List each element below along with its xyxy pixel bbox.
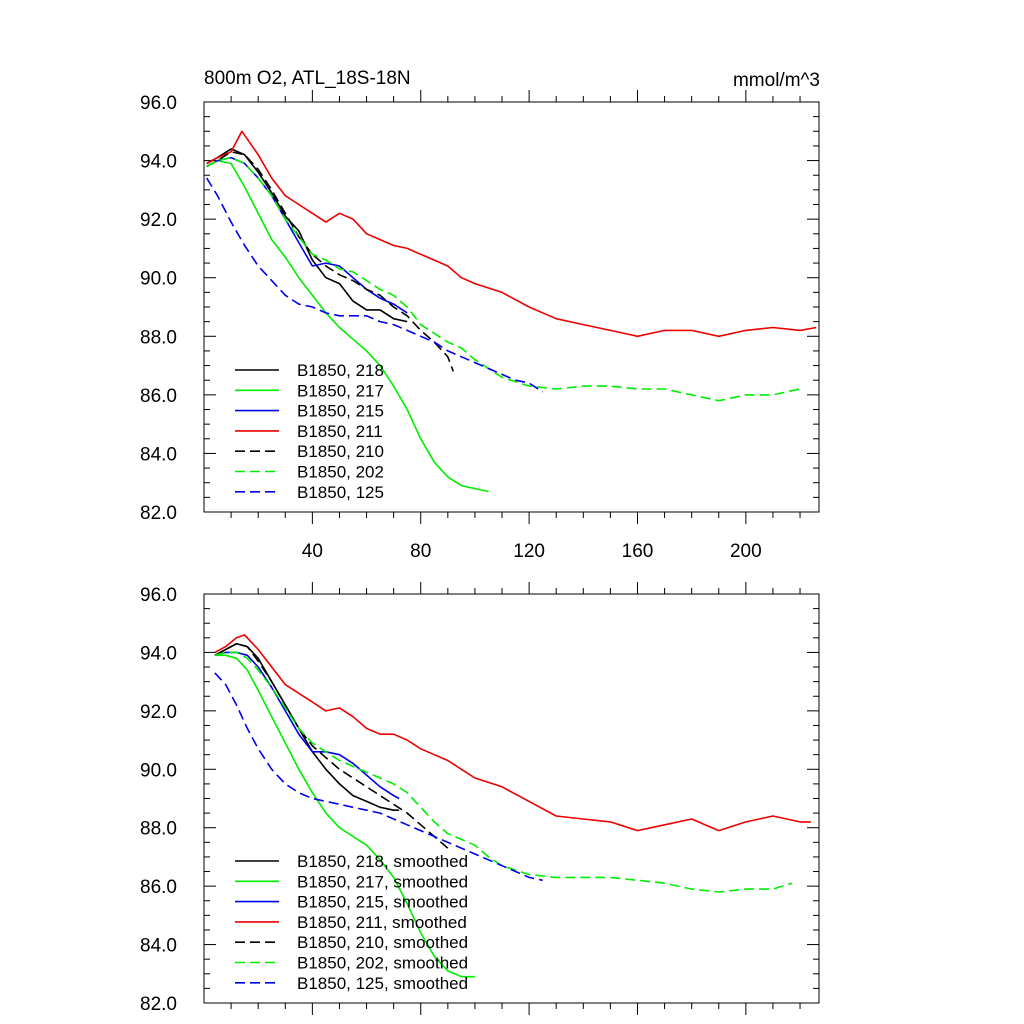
legend-label: B1850, 202 bbox=[297, 463, 384, 482]
legend-label: B1850, 217 bbox=[297, 381, 384, 400]
series-line-b1850-215-smoothed bbox=[214, 651, 400, 800]
series-line-b1850-210 bbox=[206, 151, 455, 372]
x-tick-label: 80 bbox=[410, 541, 431, 562]
series-line-b1850-217-smoothed bbox=[214, 654, 475, 978]
series-line-b1850-202-smoothed bbox=[214, 651, 793, 893]
y-tick-label: 92.0 bbox=[140, 210, 177, 231]
legend-label: B1850, 125, smoothed bbox=[297, 974, 468, 993]
legend-label: B1850, 215 bbox=[297, 402, 384, 421]
legend-label: B1850, 211 bbox=[297, 422, 383, 441]
series-line-b1850-217 bbox=[206, 159, 489, 493]
panel-smoothed: 82.0 84.0 86.0 88.0 90.0 92.0 94.0 96.0 B1850, 2… bbox=[140, 582, 820, 1015]
series-line-b1850-210-smoothed bbox=[214, 642, 449, 849]
y-tick-label: 82.0 bbox=[140, 503, 177, 524]
series-line-b1850-125-smoothed bbox=[214, 672, 543, 882]
y-tick-label: 92.0 bbox=[140, 702, 177, 723]
x-tick-label: 40 bbox=[302, 541, 323, 562]
legend-label: B1850, 218, smoothed bbox=[297, 852, 468, 871]
panel-raw: 82.0 84.0 86.0 88.0 90.0 92.0 94.0 96.0 40 80 120 1… bbox=[140, 90, 820, 562]
x-tick-label: 200 bbox=[730, 541, 762, 562]
y-tick-label: 84.0 bbox=[140, 936, 177, 957]
chart-units: mmol/m^3 bbox=[733, 70, 820, 91]
legend-label: B1850, 215, smoothed bbox=[297, 893, 468, 912]
x-tick-label: 120 bbox=[513, 541, 545, 562]
series-group bbox=[206, 130, 817, 493]
legend-label: B1850, 210, smoothed bbox=[297, 933, 468, 952]
y-tick-label: 94.0 bbox=[140, 643, 177, 664]
y-tick-label: 94.0 bbox=[140, 152, 177, 173]
x-tick-label: 160 bbox=[622, 541, 654, 562]
y-tick-label: 82.0 bbox=[140, 994, 177, 1015]
series-line-b1850-211 bbox=[206, 130, 817, 338]
y-tick-label: 96.0 bbox=[140, 93, 177, 114]
y-tick-label: 88.0 bbox=[140, 327, 177, 348]
series-line-b1850-215 bbox=[206, 156, 408, 314]
legend-label: B1850, 210 bbox=[297, 442, 384, 461]
y-tick-label: 96.0 bbox=[140, 585, 177, 606]
y-tick-label: 84.0 bbox=[140, 444, 177, 465]
series-line-b1850-125 bbox=[206, 177, 544, 393]
y-tick-label: 90.0 bbox=[140, 269, 177, 290]
series-line-b1850-202 bbox=[206, 156, 801, 402]
legend-label: B1850, 125 bbox=[297, 483, 384, 502]
series-line-b1850-211-smoothed bbox=[214, 634, 811, 832]
y-tick-label: 86.0 bbox=[140, 386, 177, 407]
y-tick-label: 88.0 bbox=[140, 819, 177, 840]
y-tick-label: 90.0 bbox=[140, 760, 177, 781]
legend-label: B1850, 217, smoothed bbox=[297, 872, 468, 891]
legend-label: B1850, 218 bbox=[297, 361, 384, 380]
series-line-b1850-218-smoothed bbox=[214, 642, 400, 812]
series-group bbox=[214, 634, 811, 978]
legend-label: B1850, 202, smoothed bbox=[297, 954, 468, 973]
chart-title: 800m O2, ATL_18S-18N bbox=[204, 68, 411, 89]
y-tick-label: 86.0 bbox=[140, 877, 177, 898]
legend-label: B1850, 211, smoothed bbox=[297, 913, 467, 932]
